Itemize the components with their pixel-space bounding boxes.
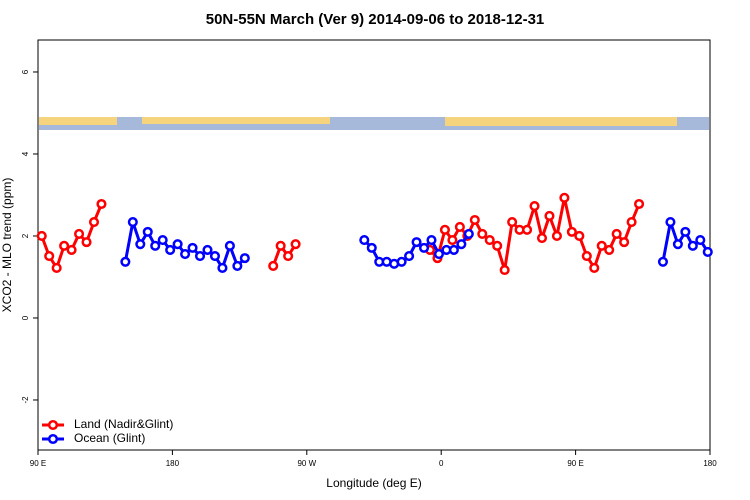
point	[224, 240, 235, 251]
point	[66, 244, 77, 255]
point	[209, 251, 221, 262]
point	[366, 242, 377, 253]
point	[657, 256, 669, 267]
point	[492, 240, 503, 251]
point	[202, 244, 213, 255]
point	[426, 235, 437, 246]
point	[448, 244, 459, 255]
y-tick-label: 4	[21, 151, 30, 156]
point	[44, 251, 55, 262]
point	[574, 230, 585, 242]
point	[127, 216, 138, 228]
legend-marker	[47, 419, 59, 431]
point	[566, 226, 577, 237]
plot-frame	[37, 39, 711, 451]
point	[672, 239, 683, 250]
point	[499, 264, 510, 276]
x-tick-label: 180	[703, 459, 717, 468]
point	[275, 240, 286, 251]
point	[536, 232, 548, 244]
point	[172, 239, 183, 250]
legend-label: Ocean (Glint)	[74, 431, 145, 445]
point	[447, 235, 458, 246]
point	[142, 226, 153, 237]
point	[484, 235, 495, 246]
point	[88, 216, 100, 228]
point	[96, 198, 107, 210]
chart-title: 50N-55N March (Ver 9) 2014-09-06 to 2018…	[206, 11, 545, 28]
point	[695, 235, 706, 246]
land-ocean-strip	[39, 117, 709, 130]
point	[157, 235, 168, 246]
y-tick-label: 6	[21, 69, 30, 74]
point	[456, 239, 467, 250]
x-tick-label: 90 E	[567, 459, 583, 468]
point	[611, 228, 622, 239]
legend-marker	[47, 433, 59, 445]
point	[180, 248, 191, 260]
point	[702, 246, 713, 258]
point	[404, 251, 415, 262]
y-axis-label: XCO2 - MLO trend (ppm)	[0, 178, 14, 313]
point	[239, 253, 250, 264]
point	[217, 262, 228, 274]
y-tick-label: 2	[21, 233, 30, 238]
point	[187, 242, 198, 253]
point	[411, 237, 422, 248]
point	[551, 230, 562, 242]
point	[454, 221, 465, 233]
x-tick-label: 0	[439, 459, 444, 468]
x-tick-label: 90 E	[30, 459, 46, 468]
point	[359, 235, 370, 246]
point	[507, 216, 518, 228]
point	[268, 260, 279, 271]
point	[477, 228, 488, 239]
point	[463, 228, 474, 239]
legend-label: Land (Nadir&Glint)	[74, 417, 173, 431]
point	[135, 239, 146, 250]
point	[529, 201, 540, 212]
series-line	[271, 243, 297, 267]
point	[581, 251, 592, 262]
point	[522, 224, 533, 235]
point	[81, 237, 92, 248]
point	[687, 240, 698, 251]
point	[589, 262, 600, 274]
point	[165, 244, 176, 255]
point	[232, 260, 243, 271]
point	[290, 239, 301, 250]
point	[626, 216, 637, 228]
y-tick-label: -2	[21, 396, 30, 404]
x-tick-label: 90 W	[297, 459, 316, 468]
point	[36, 230, 47, 242]
point	[396, 256, 407, 267]
point	[544, 210, 555, 221]
point	[194, 251, 206, 262]
point	[74, 228, 85, 239]
point	[418, 242, 430, 253]
point	[559, 192, 570, 203]
point	[150, 240, 161, 251]
x-axis-label: Longitude (deg E)	[326, 476, 421, 490]
point	[604, 244, 615, 255]
point	[59, 240, 70, 251]
point	[439, 224, 450, 235]
x-tick-label: 180	[166, 459, 180, 468]
point	[51, 262, 62, 274]
point	[433, 248, 445, 260]
point	[634, 198, 645, 210]
y-tick-label: 0	[21, 315, 30, 320]
point	[619, 237, 630, 248]
point	[469, 214, 480, 226]
point	[120, 256, 131, 267]
point	[665, 216, 676, 228]
point	[596, 240, 607, 251]
point	[283, 251, 294, 262]
point	[680, 226, 691, 237]
